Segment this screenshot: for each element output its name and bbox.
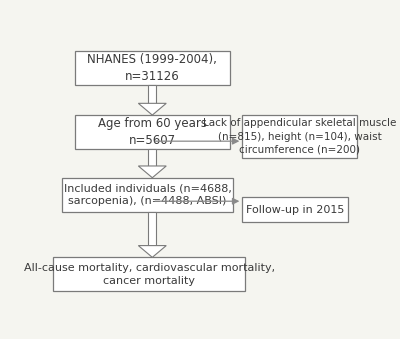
FancyBboxPatch shape <box>53 257 245 291</box>
Text: Follow-up in 2015: Follow-up in 2015 <box>246 205 344 215</box>
Text: Lack of appendicular skeletal muscle
(n=815), height (n=104), waist
circumferenc: Lack of appendicular skeletal muscle (n=… <box>203 118 396 155</box>
Text: NHANES (1999-2004),
n=31126: NHANES (1999-2004), n=31126 <box>87 53 217 83</box>
Text: Included individuals (n=4688,
sarcopenia), (n=4488, ABSI): Included individuals (n=4688, sarcopenia… <box>64 183 232 206</box>
FancyBboxPatch shape <box>242 197 348 222</box>
FancyBboxPatch shape <box>148 212 156 247</box>
Text: All-cause mortality, cardiovascular mortality,
cancer mortality: All-cause mortality, cardiovascular mort… <box>24 263 275 286</box>
FancyBboxPatch shape <box>62 178 233 212</box>
Polygon shape <box>138 245 166 257</box>
Polygon shape <box>138 166 166 178</box>
FancyBboxPatch shape <box>75 51 230 85</box>
Polygon shape <box>138 103 166 115</box>
FancyBboxPatch shape <box>242 115 357 158</box>
Text: Age from 60 years
n=5607: Age from 60 years n=5607 <box>98 117 207 147</box>
FancyBboxPatch shape <box>148 85 156 105</box>
FancyBboxPatch shape <box>148 149 156 167</box>
FancyBboxPatch shape <box>75 115 230 149</box>
